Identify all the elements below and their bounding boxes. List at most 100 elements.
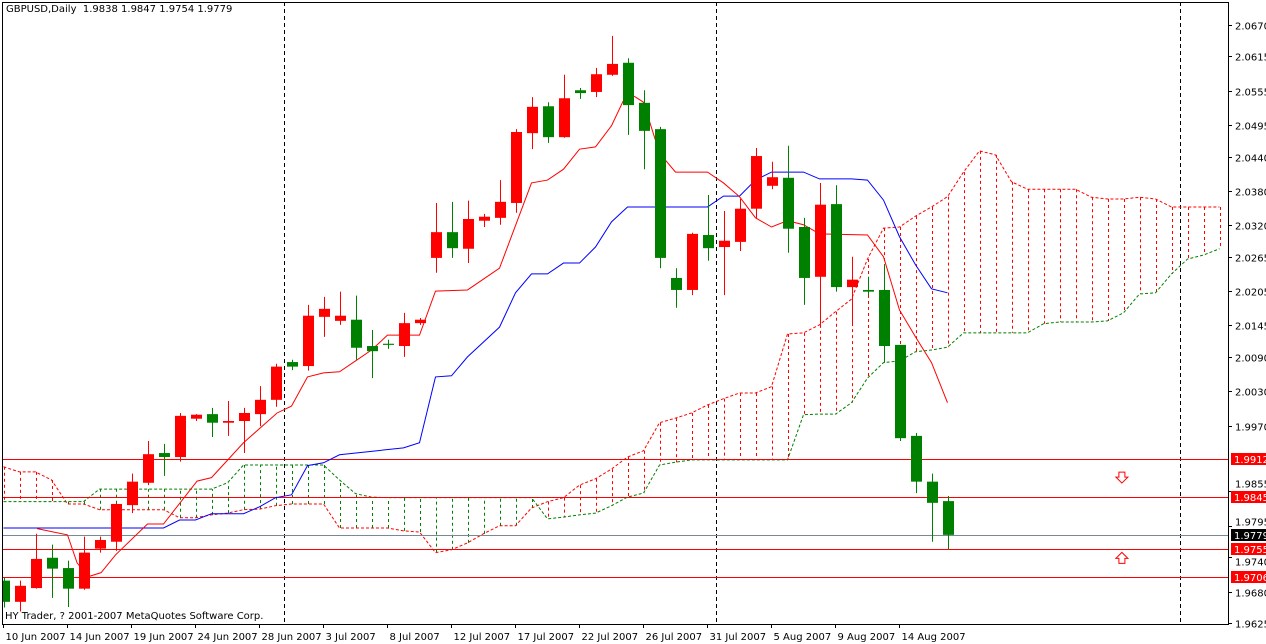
candle[interactable] [31, 533, 42, 589]
arrow-up-icon[interactable] [1114, 551, 1130, 564]
candle-body [767, 177, 778, 186]
candle[interactable] [623, 58, 634, 135]
candle[interactable] [895, 344, 906, 442]
candle[interactable] [927, 473, 938, 542]
x-axis-label: 3 Jul 2007 [326, 632, 376, 643]
candle[interactable] [127, 473, 138, 514]
candle[interactable] [479, 213, 490, 228]
candle[interactable] [719, 210, 730, 296]
candle[interactable] [399, 312, 410, 357]
candle[interactable] [335, 291, 346, 325]
candle[interactable] [383, 339, 394, 349]
candle[interactable] [431, 202, 442, 273]
y-axis-label: 2.0205 [1235, 288, 1266, 299]
x-axis-label: 10 Jun 2007 [6, 632, 66, 643]
candle[interactable] [879, 264, 890, 363]
level-price-label: 1.9755 [1234, 545, 1266, 556]
candle[interactable] [559, 74, 570, 138]
candle-body [2, 580, 10, 602]
candle-body [863, 289, 874, 292]
candle[interactable] [783, 145, 794, 253]
candle[interactable] [543, 102, 554, 143]
x-axis-label: 31 Jul 2007 [710, 632, 767, 643]
candle[interactable] [607, 35, 618, 76]
candle[interactable] [591, 67, 602, 98]
candle[interactable] [671, 268, 682, 308]
candle[interactable] [463, 200, 474, 264]
candle-body [223, 420, 234, 423]
candle-body [623, 62, 634, 106]
candle[interactable] [943, 495, 954, 550]
candle[interactable] [287, 359, 298, 371]
x-axis-label: 24 Jun 2007 [198, 632, 258, 643]
candle[interactable] [495, 180, 506, 225]
candle-body [143, 454, 154, 483]
candle[interactable] [351, 295, 362, 360]
candle[interactable] [767, 161, 778, 190]
candle[interactable] [79, 536, 90, 590]
y-axis-label: 2.0320 [1235, 222, 1266, 233]
candle[interactable] [0, 577, 10, 608]
x-axis-label: 14 Jun 2007 [70, 632, 130, 643]
candle-body [671, 277, 682, 290]
chart-title: GBPUSD,Daily 1.9838 1.9847 1.9754 1.9779 [6, 4, 232, 15]
candle[interactable] [367, 330, 378, 379]
candle-body [815, 204, 826, 277]
candle[interactable] [847, 256, 858, 324]
price-label-bg [1231, 491, 1266, 503]
candle[interactable] [175, 412, 186, 462]
candle[interactable] [191, 414, 202, 421]
candle[interactable] [47, 544, 58, 598]
candle-body [351, 319, 362, 348]
candle[interactable] [639, 90, 650, 170]
price-label-bg [1231, 571, 1266, 583]
candle[interactable] [815, 182, 826, 325]
y-axis-label: 2.0555 [1235, 88, 1266, 99]
candle[interactable] [303, 304, 314, 371]
candle[interactable] [63, 560, 74, 607]
candle[interactable] [687, 232, 698, 296]
candle[interactable] [143, 441, 154, 486]
candle-body [63, 568, 74, 589]
candle-body [367, 346, 378, 352]
y-axis-label: 2.0615 [1235, 53, 1266, 64]
candle-body [655, 129, 666, 258]
candle[interactable] [863, 276, 874, 296]
candle[interactable] [527, 97, 538, 150]
candle[interactable] [735, 198, 746, 252]
candle[interactable] [831, 185, 842, 292]
candle[interactable] [159, 443, 170, 476]
candle[interactable] [319, 296, 330, 337]
y-axis-label: 2.0670 [1235, 22, 1266, 33]
candle[interactable] [575, 87, 586, 99]
candle[interactable] [207, 407, 218, 438]
candle[interactable] [911, 433, 922, 494]
arrow-down-icon[interactable] [1114, 471, 1130, 484]
candle-body [431, 232, 442, 258]
x-axis-label: 22 Jul 2007 [582, 632, 639, 643]
candle[interactable] [447, 201, 458, 258]
candle-body [271, 366, 282, 400]
candle[interactable] [751, 148, 762, 218]
candle[interactable] [255, 386, 266, 427]
candle-body [127, 481, 138, 506]
candle[interactable] [655, 126, 666, 269]
symbol-period: GBPUSD,Daily [6, 4, 77, 15]
candle[interactable] [415, 317, 426, 325]
candle[interactable] [271, 363, 282, 407]
candle[interactable] [95, 536, 106, 553]
candle-body [287, 362, 298, 367]
y-axis-label: 2.0030 [1235, 388, 1266, 399]
candle[interactable] [223, 400, 234, 436]
candle[interactable] [703, 194, 714, 261]
candle[interactable] [511, 129, 522, 213]
candle[interactable] [799, 217, 810, 305]
level-price-label: 1.9706 [1234, 573, 1266, 584]
candle-body [399, 323, 410, 347]
candle[interactable] [15, 580, 26, 612]
candle-body [463, 218, 474, 249]
candle-body [783, 177, 794, 229]
candle[interactable] [239, 407, 250, 454]
candle[interactable] [111, 502, 122, 551]
